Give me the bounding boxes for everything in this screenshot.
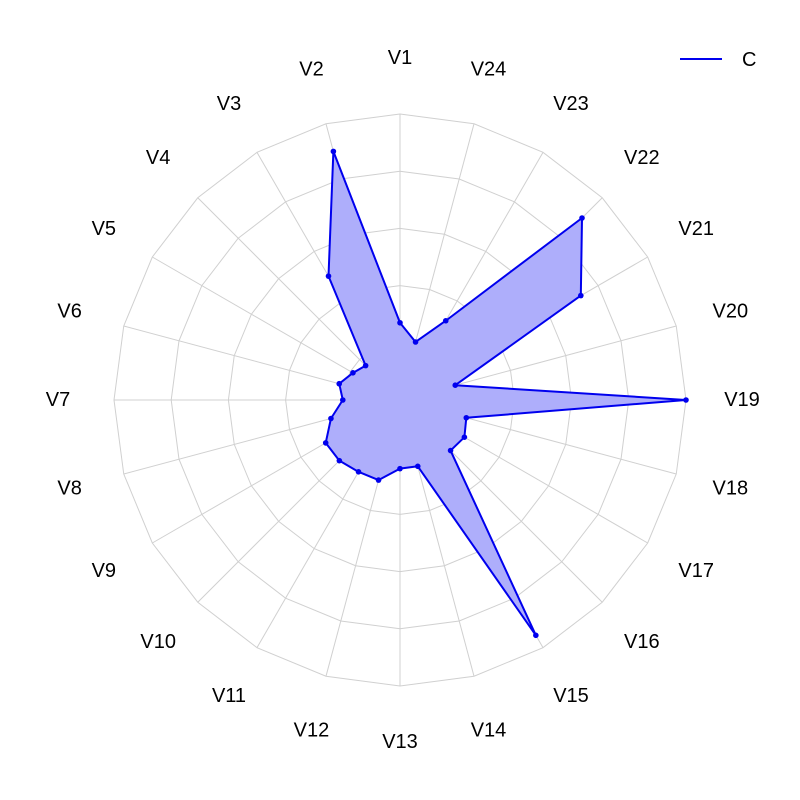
series-layer xyxy=(322,148,689,639)
axis-label: V24 xyxy=(471,59,507,81)
axis-label: V20 xyxy=(713,300,749,322)
data-point xyxy=(325,273,332,279)
data-point xyxy=(350,370,356,376)
axis-label: V14 xyxy=(471,719,507,741)
axis-label: V10 xyxy=(140,631,176,653)
axis-label: V15 xyxy=(553,685,589,707)
data-point xyxy=(461,434,468,440)
axis-label: V17 xyxy=(678,560,714,582)
data-point xyxy=(452,382,459,389)
axis-label: V21 xyxy=(678,218,714,240)
data-point xyxy=(340,397,346,403)
data-point xyxy=(375,477,382,483)
axis-label: V7 xyxy=(46,389,70,411)
axis-label: V18 xyxy=(713,478,749,500)
axis-label: V22 xyxy=(624,147,660,169)
axis-label: V2 xyxy=(299,59,323,81)
data-point xyxy=(330,148,337,155)
data-point xyxy=(412,339,419,345)
axis-label: V9 xyxy=(92,560,116,582)
axis-label: V11 xyxy=(212,685,246,707)
axis-label: V1 xyxy=(388,47,412,69)
axis-labels: V1 V2 V3 V4 V5 V6 V7 V8 V9 V10 V11 V12 V13 V14 V15 V16 V… xyxy=(46,47,760,753)
legend-label: C xyxy=(742,49,756,71)
axis-label: V5 xyxy=(92,218,116,240)
data-point xyxy=(362,362,369,369)
axis-label: V12 xyxy=(294,719,330,741)
legend: C xyxy=(680,49,756,71)
axis-label: V8 xyxy=(57,478,81,500)
data-point xyxy=(328,415,334,422)
data-point xyxy=(414,463,421,470)
data-point xyxy=(578,292,584,299)
data-point xyxy=(442,317,449,324)
data-point xyxy=(683,397,689,403)
axis-label: V3 xyxy=(217,93,241,115)
axis-label: V6 xyxy=(57,300,81,322)
axis-label: V23 xyxy=(553,93,589,115)
data-point xyxy=(355,469,362,475)
data-point xyxy=(533,632,539,639)
axis-label: V16 xyxy=(624,631,660,653)
axis-label: V19 xyxy=(724,389,760,411)
data-point xyxy=(397,465,403,472)
axis-label: V4 xyxy=(146,147,170,169)
data-point xyxy=(463,414,470,421)
data-point xyxy=(579,215,585,221)
axis-label: V13 xyxy=(382,731,418,753)
data-point xyxy=(336,457,343,464)
data-point xyxy=(322,440,329,446)
data-point xyxy=(397,319,403,326)
data-point xyxy=(336,380,343,387)
data-point xyxy=(447,447,454,454)
